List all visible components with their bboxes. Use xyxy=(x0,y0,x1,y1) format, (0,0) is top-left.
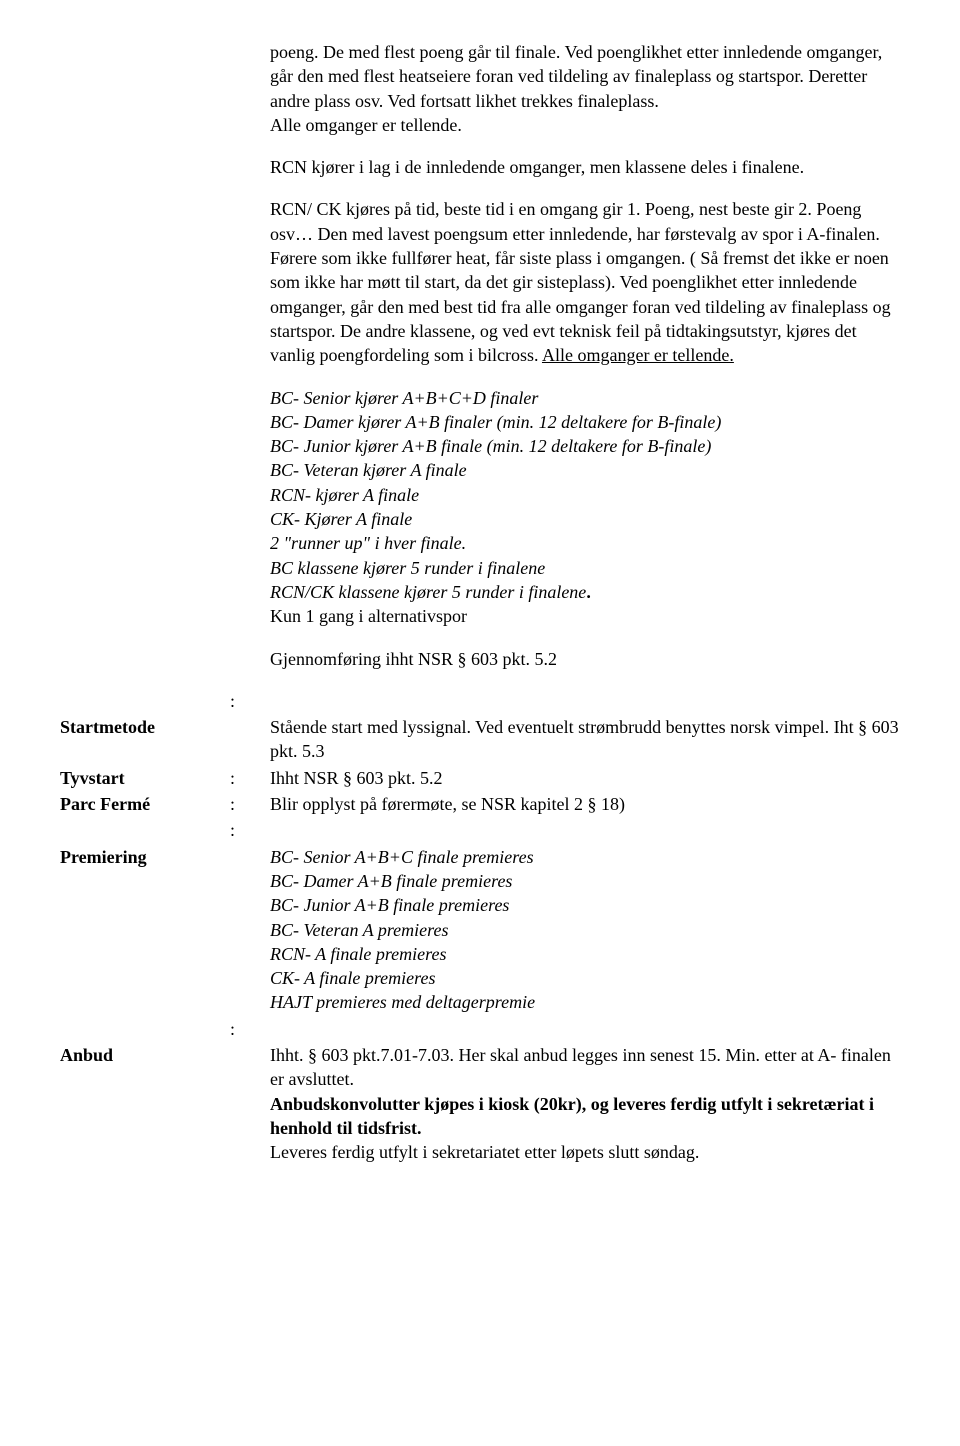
fin-line-6: CK- Kjører A finale xyxy=(270,507,900,531)
fin-line-8: BC klassene kjører 5 runder i finalene xyxy=(270,556,900,580)
p1-text: poeng. De med flest poeng går til finale… xyxy=(270,42,882,111)
row-empty-1: : xyxy=(60,689,900,713)
colon-3: : xyxy=(230,1017,270,1041)
row-tyvstart: Tyvstart : Ihht NSR § 603 pkt. 5.2 xyxy=(60,766,900,790)
colon-anbud xyxy=(230,1043,270,1164)
p1b-text: Alle omganger er tellende. xyxy=(270,115,462,135)
colon-1: : xyxy=(230,689,270,713)
colon-startmetode xyxy=(230,715,270,764)
finals-block: BC- Senior kjører A+B+C+D finaler BC- Da… xyxy=(270,386,900,629)
label-anbud: Anbud xyxy=(60,1043,230,1164)
label-startmetode: Startmetode xyxy=(60,715,230,764)
row-anbud: Anbud Ihht. § 603 pkt.7.01-7.03. Her ska… xyxy=(60,1043,900,1164)
value-premiering: BC- Senior A+B+C finale premieres BC- Da… xyxy=(270,845,900,1015)
fin9a: RCN/CK klassene kjører 5 runder i finale… xyxy=(270,582,586,602)
colon-tyvstart: : xyxy=(230,766,270,790)
fin-line-5: RCN- kjører A finale xyxy=(270,483,900,507)
label-empty-3 xyxy=(60,1017,230,1041)
prem-line-7: HAJT premieres med deltagerpremie xyxy=(270,990,900,1014)
row-empty-2: : xyxy=(60,818,900,842)
anbud-line-1: Ihht. § 603 pkt.7.01-7.03. Her skal anbu… xyxy=(270,1043,900,1092)
prem-line-3: BC- Junior A+B finale premieres xyxy=(270,893,900,917)
p3-underline: Alle omganger er tellende. xyxy=(542,345,734,365)
prem-line-1: BC- Senior A+B+C finale premieres xyxy=(270,845,900,869)
prem-line-4: BC- Veteran A premieres xyxy=(270,918,900,942)
value-tyvstart: Ihht NSR § 603 pkt. 5.2 xyxy=(270,766,900,790)
value-empty-2 xyxy=(270,818,900,842)
value-anbud: Ihht. § 603 pkt.7.01-7.03. Her skal anbu… xyxy=(270,1043,900,1164)
colon-parcferme: : xyxy=(230,792,270,816)
value-empty-1 xyxy=(270,689,900,713)
colon-2: : xyxy=(230,818,270,842)
intro-block: poeng. De med flest poeng går til finale… xyxy=(270,40,900,368)
fin-line-10: Kun 1 gang i alternativspor xyxy=(270,604,900,628)
gjennomforing-text: Gjennomføring ihht NSR § 603 pkt. 5.2 xyxy=(270,647,900,671)
fin-line-1: BC- Senior kjører A+B+C+D finaler xyxy=(270,386,900,410)
value-startmetode: Stående start med lyssignal. Ved eventue… xyxy=(270,715,900,764)
fin-line-3: BC- Junior kjører A+B finale (min. 12 de… xyxy=(270,434,900,458)
row-premiering: Premiering BC- Senior A+B+C finale premi… xyxy=(60,845,900,1015)
anbud-line-2: Anbudskonvolutter kjøpes i kiosk (20kr),… xyxy=(270,1092,900,1141)
row-empty-3: : xyxy=(60,1017,900,1041)
row-parcferme: Parc Fermé : Blir opplyst på førermøte, … xyxy=(60,792,900,816)
paragraph-1: poeng. De med flest poeng går til finale… xyxy=(270,40,900,137)
fin-line-9: RCN/CK klassene kjører 5 runder i finale… xyxy=(270,580,900,604)
fin-line-4: BC- Veteran kjører A finale xyxy=(270,458,900,482)
paragraph-2: RCN kjører i lag i de innledende omgange… xyxy=(270,155,900,179)
label-empty-2 xyxy=(60,818,230,842)
value-empty-3 xyxy=(270,1017,900,1041)
label-parcferme: Parc Fermé xyxy=(60,792,230,816)
prem-line-5: RCN- A finale premieres xyxy=(270,942,900,966)
anbud-line-3: Leveres ferdig utfylt i sekretariatet et… xyxy=(270,1140,900,1164)
value-parcferme: Blir opplyst på førermøte, se NSR kapite… xyxy=(270,792,900,816)
fin9dot: . xyxy=(586,582,591,602)
colon-premiering xyxy=(230,845,270,1015)
label-empty-1 xyxy=(60,689,230,713)
row-startmetode: Startmetode Stående start med lyssignal.… xyxy=(60,715,900,764)
fin-line-7: 2 "runner up" i hver finale. xyxy=(270,531,900,555)
fin-line-2: BC- Damer kjører A+B finaler (min. 12 de… xyxy=(270,410,900,434)
label-premiering: Premiering xyxy=(60,845,230,1015)
gjennomforing-block: Gjennomføring ihht NSR § 603 pkt. 5.2 xyxy=(270,647,900,671)
label-tyvstart: Tyvstart xyxy=(60,766,230,790)
p3a-text: RCN/ CK kjøres på tid, beste tid i en om… xyxy=(270,199,891,365)
paragraph-3: RCN/ CK kjøres på tid, beste tid i en om… xyxy=(270,197,900,367)
prem-line-6: CK- A finale premieres xyxy=(270,966,900,990)
prem-line-2: BC- Damer A+B finale premieres xyxy=(270,869,900,893)
